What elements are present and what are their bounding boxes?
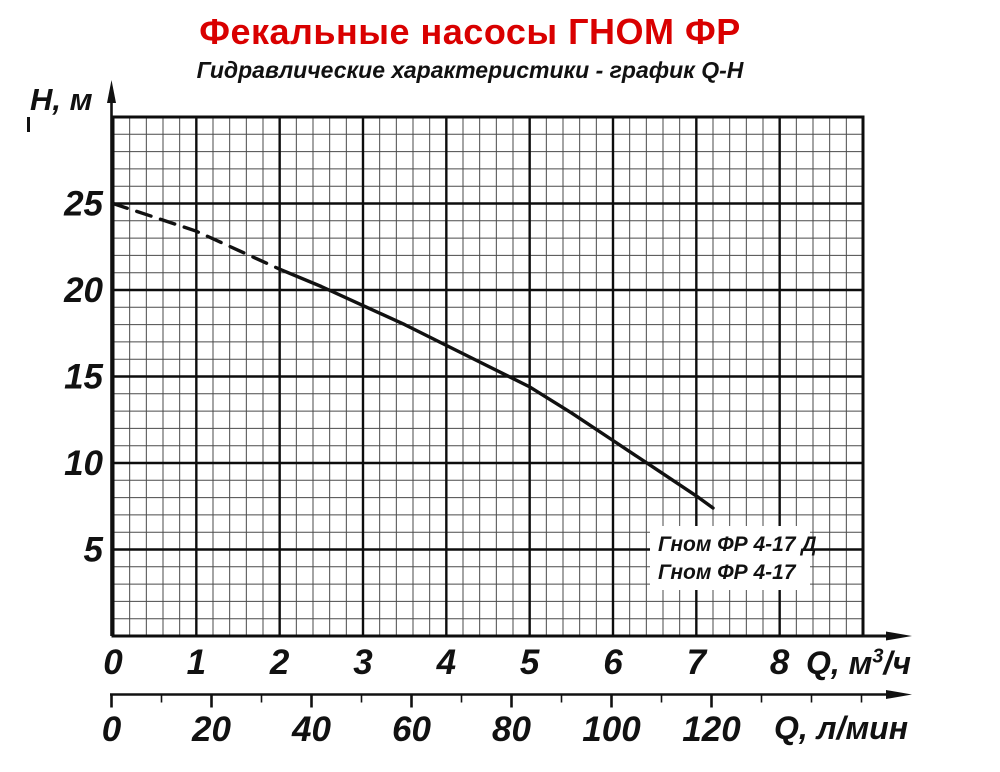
y-tick-label: 25 [63, 185, 103, 224]
x-axis-secondary-label: Q, л/мин [774, 710, 909, 746]
legend-entry-gnom-fr-4-17d: Гном ФР 4-17 Д [658, 533, 817, 556]
y-tick-label: 5 [84, 531, 104, 570]
x-primary-label-sup: 3 [872, 645, 884, 668]
x-secondary-tick-label: 0 [102, 710, 122, 749]
x-secondary-tick-label: 60 [392, 710, 431, 749]
x-primary-tick-label: 6 [603, 643, 623, 682]
y-tick-label: 20 [63, 271, 103, 310]
x-primary-tick-label: 7 [687, 643, 708, 682]
x-axis-secondary-arrow-icon [886, 690, 912, 699]
legend-box: Гном ФР 4-17 Д Гном ФР 4-17 [650, 526, 817, 590]
y-tick-label: 15 [64, 358, 103, 397]
y-axis-arrow-icon [107, 80, 116, 103]
x-primary-tick-label: 8 [770, 643, 790, 682]
pump-curve-dashed-segment [111, 201, 282, 271]
x-primary-tick-label: 4 [436, 643, 456, 682]
x-axis-primary-label: Q, м3/ч [806, 645, 911, 682]
legend-entry-gnom-fr-4-17: Гном ФР 4-17 [658, 561, 796, 584]
x-primary-tick-label: 0 [103, 643, 123, 682]
x-primary-tick-label: 3 [353, 643, 373, 682]
x-secondary-tick-label: 80 [492, 710, 531, 749]
x-primary-tick-label: 2 [269, 643, 290, 682]
x-secondary-tick-label: 120 [682, 710, 741, 749]
pump-curve-solid-segment [278, 267, 715, 510]
page-title: Фекальные насосы ГНОМ ФР [199, 11, 741, 52]
x-axis-primary-arrow-icon [886, 631, 912, 641]
x-primary-tick-label: 1 [187, 643, 206, 682]
x-primary-label-unit: /ч [883, 645, 912, 681]
x-secondary-tick-label: 40 [291, 710, 331, 749]
x-secondary-tick-label: 100 [582, 710, 641, 749]
page-subtitle: Гидравлические характеристики - график Q… [196, 57, 744, 83]
y-axis-label: H, м [30, 82, 93, 117]
plot-border [111, 115, 865, 638]
x-primary-label-text: Q, м [806, 645, 873, 681]
x-secondary-tick-label: 20 [191, 710, 231, 749]
stray-tick-mark [27, 117, 30, 132]
y-tick-label: 10 [64, 444, 103, 483]
x-primary-tick-label: 5 [520, 643, 540, 682]
